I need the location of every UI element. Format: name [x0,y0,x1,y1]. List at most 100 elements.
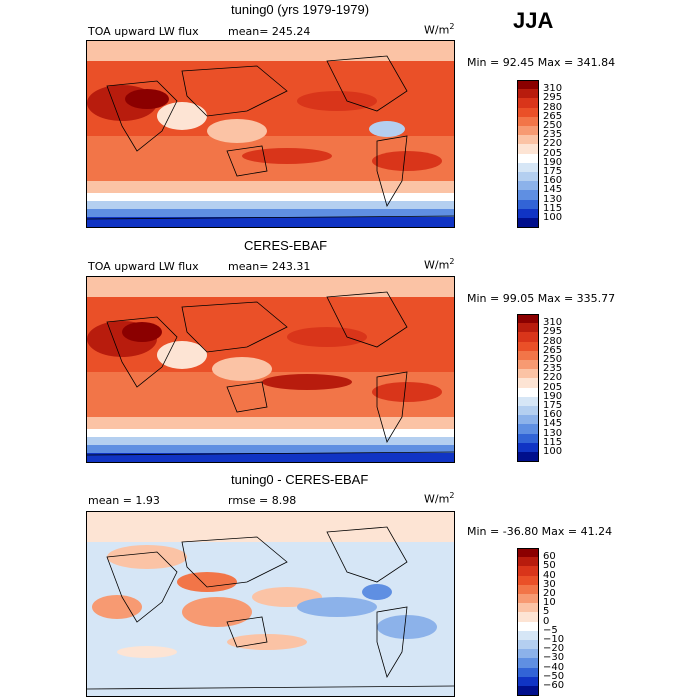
colorbar-tick-label: 295 [543,92,563,104]
colorbar-swatch [517,612,539,623]
panel1-title: tuning0 (yrs 1979-1979) [231,2,370,17]
panel2-map [86,276,455,463]
colorbar-tick-label: −60 [543,680,565,691]
colorbar-swatch [517,649,539,659]
colorbar-swatch [517,332,539,343]
colorbar-swatch [517,442,539,453]
colorbar-swatch [517,369,539,379]
panel1-mean: mean= 245.24 [228,25,311,38]
colorbar-tick-label: 190 [543,390,563,402]
colorbar-swatch [517,153,539,164]
colorbar-swatch [517,676,539,687]
colorbar-tick-label: −20 [543,643,565,655]
colorbar-swatch [517,135,539,145]
panel1-variable-label: TOA upward LW flux [88,25,199,38]
colorbar-swatch [517,350,539,361]
panel3-minmax: Min = -36.80 Max = 41.24 [467,525,613,538]
colorbar-tick-label: 250 [543,354,563,365]
panel3-units: W/m2 [424,491,455,506]
colorbar-tick-label: 250 [543,120,563,131]
colorbar-tick-label: 40 [543,569,556,581]
colorbar-tick-label: −5 [543,624,558,636]
colorbar-swatch [517,144,539,155]
panel1-map-svg [87,41,454,227]
panel1-colorbar: 310 295 280 265 250 235 220 205 190 175 160 145 130 1… [517,80,577,228]
colorbar-swatch [517,575,539,586]
colorbar-swatch [517,341,539,352]
panel2-mean: mean= 243.31 [228,260,311,273]
colorbar-tick-label: 5 [543,606,550,618]
colorbar-tick-label: −10 [543,634,565,645]
panel2-units: W/m2 [424,257,455,272]
colorbar-swatch [517,658,539,669]
colorbar-tick-label: 235 [543,363,563,375]
panel3-title: tuning0 - CERES-EBAF [231,472,369,487]
colorbar-swatch [517,80,539,90]
colorbar-tick-label: 100 [543,212,563,223]
colorbar-tick-label: 295 [543,326,563,338]
colorbar-swatch [517,548,539,558]
colorbar-tick-label: 145 [543,184,563,196]
colorbar-tick-label: 10 [543,597,556,609]
colorbar-tick-label: 115 [543,202,563,214]
colorbar-swatch [517,452,539,462]
panel2-map-svg [87,277,454,462]
colorbar-tick-label: 30 [543,578,556,590]
panel2-colorbar: 310 295 280 265 250 235 220 205 190 175 160 145 130 1… [517,314,577,462]
colorbar-swatch [517,387,539,398]
colorbar-swatch [517,594,539,604]
colorbar-swatch [517,98,539,109]
colorbar-swatch [517,433,539,444]
colorbar-tick-label: 50 [543,560,556,572]
panel3-map [86,511,455,697]
colorbar-swatch [517,667,539,678]
panel3-rmse: rmse = 8.98 [228,494,297,507]
colorbar-swatch [517,584,539,595]
colorbar-swatch [517,126,539,136]
colorbar-swatch [517,557,539,567]
colorbar-swatch [517,424,539,435]
colorbar-tick-label: 160 [543,409,563,421]
panel2-minmax: Min = 99.05 Max = 335.77 [467,292,616,305]
panel3-mean: mean = 1.93 [88,494,160,507]
colorbar-swatch [517,686,539,696]
colorbar-swatch [517,640,539,650]
colorbar-tick-label: 280 [543,101,563,113]
colorbar-tick-label: 220 [543,138,563,150]
colorbar-swatch [517,621,539,632]
colorbar-tick-label: 265 [543,344,563,356]
colorbar-swatch [517,360,539,370]
colorbar-swatch [517,314,539,324]
colorbar-tick-label: 205 [543,147,563,159]
colorbar-tick-label: 0 [543,615,550,627]
colorbar-tick-label: −30 [543,652,565,664]
colorbar-tick-label: 145 [543,418,563,430]
colorbar-swatch [517,378,539,389]
colorbar-tick-label: 20 [543,588,556,599]
colorbar-tick-label: 160 [543,175,563,187]
colorbar-swatch [517,162,539,173]
colorbar-swatch [517,396,539,407]
colorbar-tick-label: 220 [543,372,563,384]
colorbar-swatch [517,107,539,118]
colorbar-swatch [517,89,539,99]
colorbar-swatch [517,630,539,641]
colorbar-tick-label: 100 [543,446,563,457]
colorbar-swatch [517,218,539,228]
colorbar-tick-label: 235 [543,129,563,141]
colorbar-tick-label: −40 [543,661,565,673]
colorbar-tick-label: −50 [543,670,565,682]
colorbar-tick-label: 265 [543,110,563,122]
colorbar-tick-label: 60 [543,551,556,563]
panel3-colorbar: 60 50 40 30 20 10 5 0 −5 −10 −20 −30 −40 −50 −60 [517,548,577,696]
colorbar-tick-label: 280 [543,335,563,347]
colorbar-swatch [517,181,539,191]
colorbar-swatch [517,323,539,333]
panel2-title: CERES-EBAF [244,238,328,253]
panel1-minmax: Min = 92.45 Max = 341.84 [467,56,616,69]
colorbar-tick-label: 175 [543,400,563,411]
colorbar-swatch [517,566,539,577]
colorbar-swatch [517,415,539,425]
colorbar-swatch [517,208,539,219]
colorbar-swatch [517,406,539,416]
